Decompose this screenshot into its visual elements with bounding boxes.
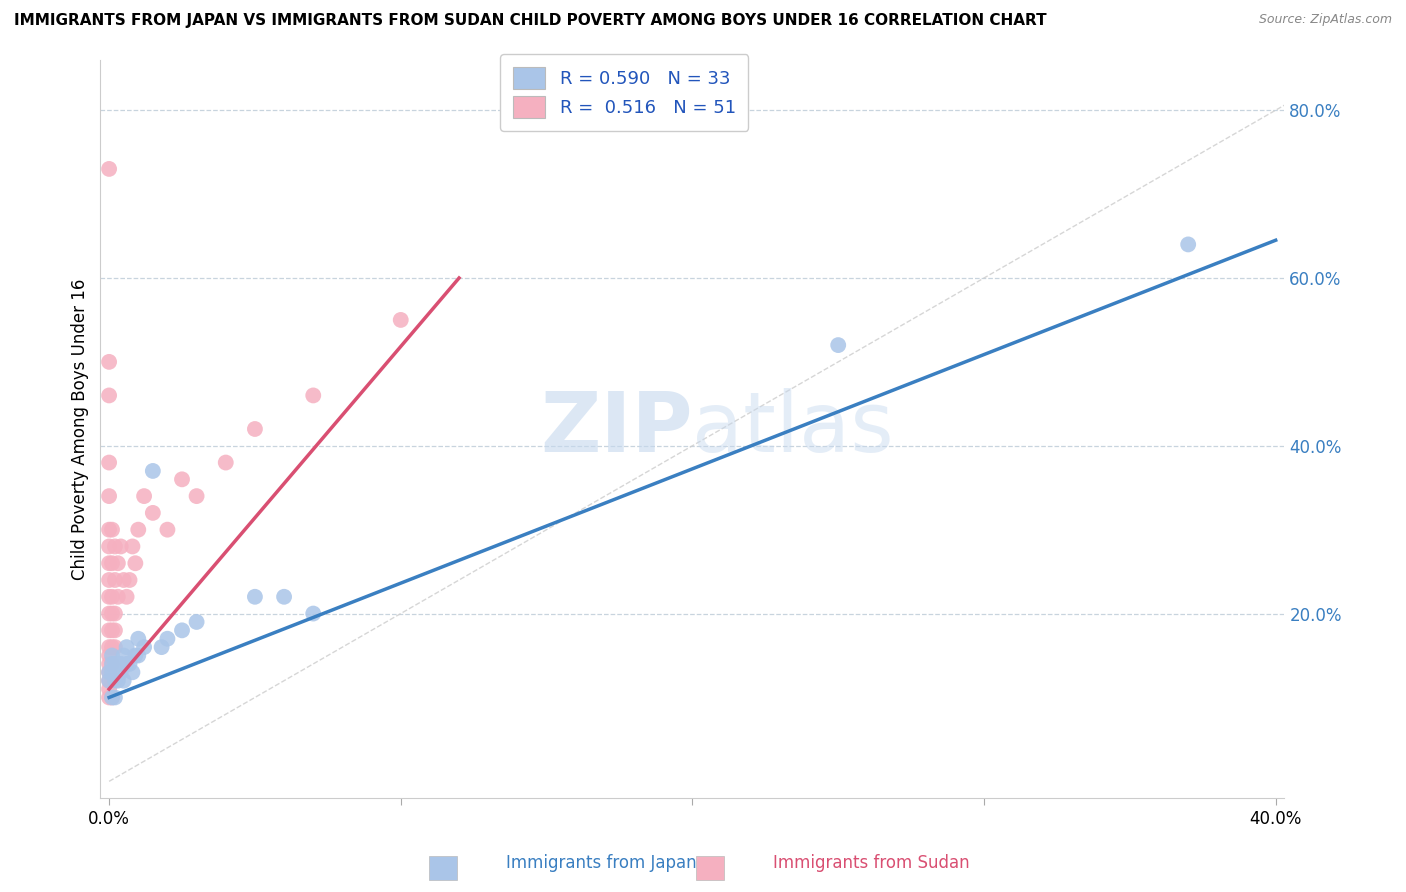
Point	[112, 673, 135, 688]
Point	[132, 489, 155, 503]
Y-axis label: Child Poverty Among Boys Under 16: Child Poverty Among Boys Under 16	[72, 278, 89, 580]
Point	[127, 523, 149, 537]
Point	[170, 624, 193, 638]
Point	[101, 673, 124, 688]
Point	[98, 624, 121, 638]
Point	[115, 657, 138, 671]
Point	[156, 523, 179, 537]
Text: IMMIGRANTS FROM JAPAN VS IMMIGRANTS FROM SUDAN CHILD POVERTY AMONG BOYS UNDER 16: IMMIGRANTS FROM JAPAN VS IMMIGRANTS FROM…	[14, 13, 1046, 29]
Point	[104, 657, 127, 671]
Point	[115, 640, 138, 654]
Point	[98, 607, 121, 621]
Point	[98, 690, 121, 705]
Legend: R = 0.590   N = 33, R =  0.516   N = 51: R = 0.590 N = 33, R = 0.516 N = 51	[501, 54, 748, 130]
Point	[101, 648, 124, 663]
Point	[104, 673, 127, 688]
Point	[121, 540, 143, 554]
Point	[98, 556, 121, 570]
Point	[302, 388, 325, 402]
Point	[104, 690, 127, 705]
Point	[98, 665, 121, 680]
Text: ZIP: ZIP	[540, 389, 692, 469]
Point	[124, 556, 146, 570]
Point	[98, 489, 121, 503]
Point	[98, 523, 121, 537]
Text: atlas: atlas	[692, 389, 894, 469]
Point	[98, 657, 121, 671]
Point	[107, 657, 129, 671]
Point	[98, 540, 121, 554]
Point	[98, 161, 121, 176]
Point	[112, 573, 135, 587]
Point	[115, 590, 138, 604]
Point	[98, 456, 121, 470]
Point	[121, 665, 143, 680]
Point	[110, 665, 132, 680]
Point	[186, 489, 208, 503]
Point	[243, 590, 266, 604]
Point	[110, 657, 132, 671]
Point	[118, 573, 141, 587]
Point	[104, 624, 127, 638]
Point	[118, 657, 141, 671]
Point	[104, 573, 127, 587]
Point	[98, 673, 121, 688]
Point	[98, 673, 121, 688]
Point	[101, 523, 124, 537]
Point	[127, 648, 149, 663]
Point	[127, 632, 149, 646]
Point	[107, 590, 129, 604]
Point	[104, 640, 127, 654]
Text: Source: ZipAtlas.com: Source: ZipAtlas.com	[1258, 13, 1392, 27]
Point	[124, 648, 146, 663]
Point	[98, 590, 121, 604]
Text: Immigrants from Japan: Immigrants from Japan	[506, 855, 697, 872]
Point	[101, 690, 124, 705]
Point	[101, 640, 124, 654]
Point	[101, 657, 124, 671]
Point	[98, 573, 121, 587]
Point	[101, 607, 124, 621]
Point	[98, 388, 121, 402]
Point	[170, 472, 193, 486]
Point	[101, 556, 124, 570]
Point	[112, 648, 135, 663]
Point	[150, 640, 173, 654]
Point	[101, 590, 124, 604]
Point	[101, 624, 124, 638]
Point	[273, 590, 295, 604]
Point	[827, 338, 849, 352]
Point	[243, 422, 266, 436]
Point	[101, 690, 124, 705]
Point	[104, 607, 127, 621]
Point	[101, 665, 124, 680]
Point	[1177, 237, 1199, 252]
Point	[186, 615, 208, 629]
Point	[389, 313, 412, 327]
Point	[156, 632, 179, 646]
Point	[302, 607, 325, 621]
Point	[98, 355, 121, 369]
Text: Immigrants from Sudan: Immigrants from Sudan	[773, 855, 970, 872]
Point	[98, 681, 121, 696]
Point	[104, 540, 127, 554]
Point	[98, 665, 121, 680]
Point	[98, 648, 121, 663]
Point	[142, 464, 165, 478]
Point	[215, 456, 238, 470]
Point	[98, 640, 121, 654]
Point	[142, 506, 165, 520]
Point	[101, 657, 124, 671]
Point	[132, 640, 155, 654]
Point	[107, 673, 129, 688]
Point	[107, 556, 129, 570]
Point	[110, 540, 132, 554]
